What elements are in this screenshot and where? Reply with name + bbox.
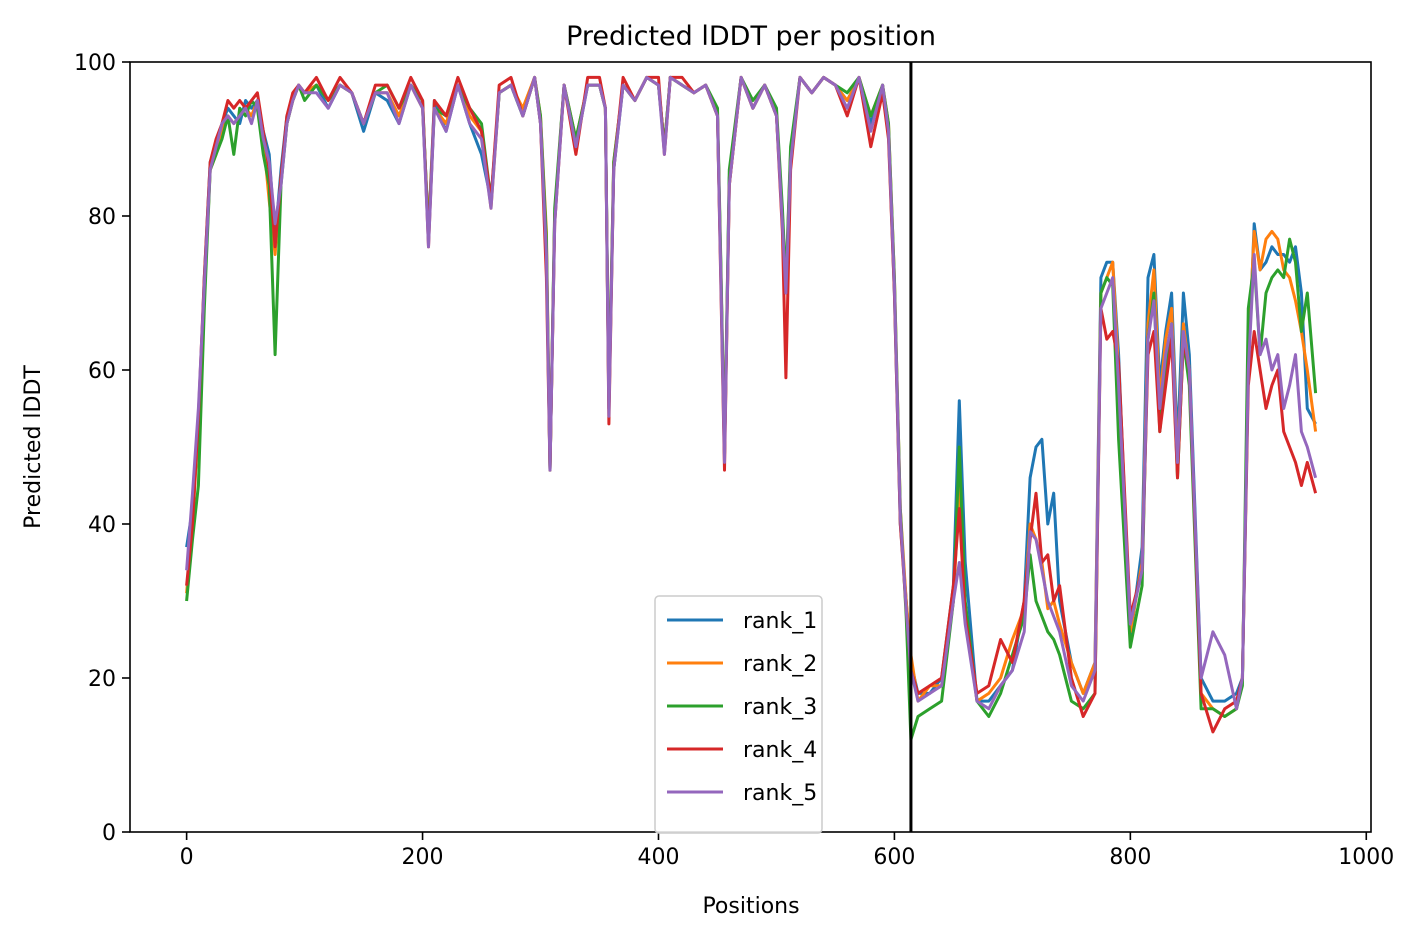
legend-label-rank-5: rank_5 — [743, 781, 817, 806]
legend-label-rank-3: rank_3 — [743, 695, 817, 720]
series-line-rank-5 — [185, 75, 1318, 711]
x-axis-ticks: 0 200 400 600 800 1000 — [180, 832, 1394, 870]
x-tick-label: 600 — [873, 845, 915, 870]
y-tick-label: 40 — [88, 513, 116, 538]
x-tick-label: 800 — [1109, 845, 1151, 870]
legend: rank_1 rank_2 rank_3 rank_4 rank_5 — [654, 595, 823, 834]
x-axis-label: Positions — [702, 894, 799, 919]
x-tick-label: 1000 — [1338, 845, 1394, 870]
legend-box — [654, 595, 823, 834]
series-lines — [185, 75, 1318, 742]
x-tick-label: 400 — [637, 845, 679, 870]
chart-title: Predicted lDDT per position — [566, 21, 936, 52]
y-axis-label: Predicted lDDT — [21, 365, 46, 529]
legend-label-rank-4: rank_4 — [743, 738, 817, 763]
x-tick-label: 200 — [402, 845, 444, 870]
legend-label-rank-1: rank_1 — [743, 609, 817, 634]
x-tick-label: 0 — [180, 845, 194, 870]
y-tick-label: 60 — [88, 359, 116, 384]
y-tick-label: 20 — [88, 667, 116, 692]
y-tick-label: 0 — [102, 821, 116, 846]
y-tick-label: 80 — [88, 205, 116, 230]
y-axis-ticks: 0 20 40 60 80 100 — [74, 51, 130, 846]
legend-label-rank-2: rank_2 — [743, 652, 817, 677]
y-tick-label: 100 — [74, 51, 116, 76]
